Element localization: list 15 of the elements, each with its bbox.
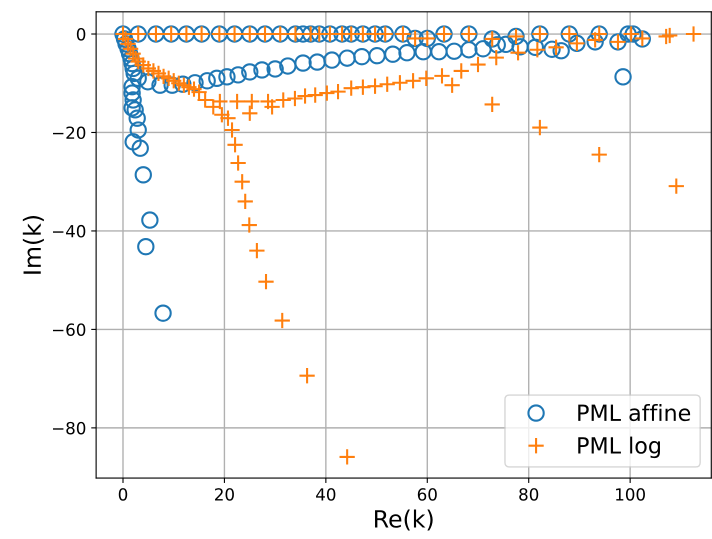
y-tick-label: −80 xyxy=(52,422,86,434)
x-axis-title: Re(k) xyxy=(375,510,433,531)
y-tick-label: 0 xyxy=(76,28,86,41)
legend-label: PML log xyxy=(578,436,660,458)
x-tick-label: 0 xyxy=(118,488,128,501)
y-tick-label: −20 xyxy=(52,126,86,140)
x-tick-label: 100 xyxy=(616,488,645,501)
x-tick-label: 80 xyxy=(519,488,538,501)
x-tick-label: 40 xyxy=(316,488,336,501)
y-tick-label: −60 xyxy=(52,323,86,336)
legend-label: PML affine xyxy=(578,404,690,422)
y-tick-label: −40 xyxy=(52,224,86,238)
x-tick-label: 20 xyxy=(215,488,234,501)
x-tick-label: 60 xyxy=(418,488,437,501)
y-axis-title: Im(k) xyxy=(22,216,44,274)
